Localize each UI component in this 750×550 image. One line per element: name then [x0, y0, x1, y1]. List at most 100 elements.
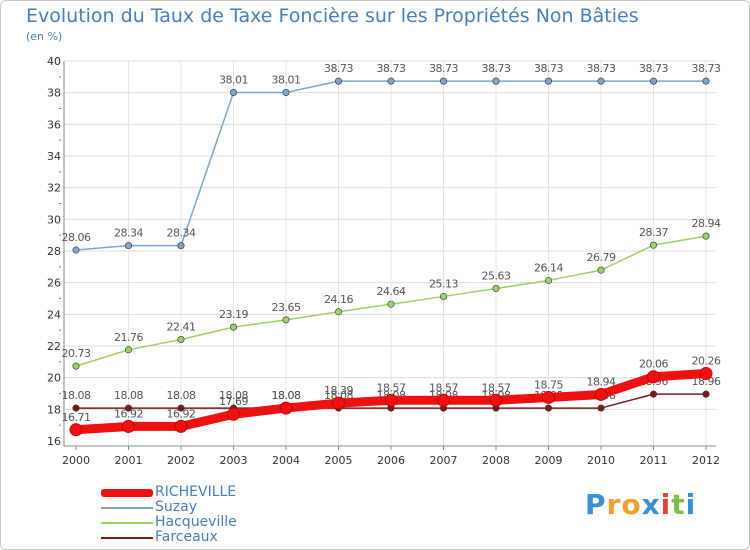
data-label-hacqueville: 28.37	[639, 226, 668, 239]
data-label-richeville: 18.39	[324, 384, 353, 397]
chart-subtitle: (en %)	[26, 30, 63, 43]
data-point-richeville	[174, 419, 188, 433]
data-label-hacqueville: 22.41	[167, 321, 196, 334]
x-tick-label: 2006	[377, 454, 405, 467]
data-label-suzay: 38.01	[272, 74, 301, 87]
data-point-richeville	[332, 396, 345, 410]
logo-letter: o	[621, 488, 642, 521]
x-tick-label: 2009	[535, 454, 563, 467]
logo-letter: r	[606, 488, 622, 521]
data-label-richeville: 18.75	[534, 378, 563, 391]
data-point-suzay	[387, 77, 395, 85]
data-point-hacqueville	[439, 292, 447, 300]
logo-letter: x	[641, 488, 661, 521]
data-label-farceaux: 18.08	[167, 389, 196, 402]
chart-title: Evolution du Taux de Taxe Foncière sur l…	[26, 5, 639, 27]
data-point-richeville	[437, 393, 450, 407]
y-tick-label: 40	[47, 55, 61, 68]
data-point-richeville	[489, 393, 503, 407]
data-label-suzay: 28.06	[62, 231, 91, 244]
proxiti-logo: Proxiti	[585, 488, 696, 521]
data-label-hacqueville: 25.13	[429, 277, 458, 290]
data-label-hacqueville: 28.94	[692, 217, 721, 230]
data-point-suzay	[282, 89, 290, 97]
data-point-richeville	[594, 387, 608, 401]
data-label-suzay: 38.73	[324, 62, 353, 75]
data-label-richeville: 20.26	[692, 355, 721, 368]
data-label-suzay: 38.73	[534, 62, 563, 75]
data-label-hacqueville: 26.14	[534, 261, 563, 274]
data-point-hacqueville	[649, 241, 657, 249]
y-tick-label: 30	[47, 213, 61, 226]
data-label-hacqueville: 20.73	[62, 347, 91, 360]
x-tick-label: 2008	[482, 454, 510, 467]
data-label-suzay: 38.73	[429, 62, 458, 75]
data-label-richeville: 16.92	[167, 407, 196, 420]
legend-swatch-hacqueville	[101, 522, 153, 524]
data-label-farceaux: 18.08	[62, 389, 91, 402]
logo-letter: t	[671, 488, 686, 521]
data-point-richeville	[122, 419, 135, 433]
data-label-richeville: 16.71	[62, 411, 91, 424]
legend-label-suzay: Suzay	[155, 499, 197, 515]
y-tick-label: 24	[47, 308, 61, 321]
data-point-richeville	[227, 407, 240, 421]
data-label-richeville: 20.06	[639, 358, 668, 371]
data-point-richeville	[69, 423, 83, 437]
data-point-hacqueville	[597, 266, 605, 274]
data-point-farceaux	[544, 404, 552, 412]
data-point-farceaux	[125, 404, 133, 412]
x-tick-label: 2010	[587, 454, 615, 467]
logo-letter: P	[585, 488, 607, 521]
data-point-richeville	[279, 401, 293, 415]
x-tick-label: 2012	[692, 454, 720, 467]
data-label-hacqueville: 23.19	[219, 308, 248, 321]
x-tick-label: 2007	[430, 454, 458, 467]
data-label-suzay: 38.73	[692, 62, 721, 75]
y-tick-label: 20	[47, 372, 61, 385]
data-label-richeville: 18.57	[429, 381, 458, 394]
data-point-farceaux	[597, 404, 605, 412]
y-tick-label: 22	[47, 340, 61, 353]
x-tick-label: 2005	[325, 454, 353, 467]
data-label-richeville: 18.94	[587, 375, 616, 388]
data-point-richeville	[647, 370, 660, 384]
legend-label-hacqueville: Hacqueville	[155, 514, 237, 530]
y-tick-label: 28	[47, 245, 61, 258]
data-point-suzay	[125, 242, 133, 250]
x-tick-label: 2004	[272, 454, 300, 467]
data-point-farceaux	[177, 404, 185, 412]
data-point-hacqueville	[72, 362, 80, 370]
data-point-hacqueville	[282, 316, 290, 324]
data-point-suzay	[439, 77, 447, 85]
data-label-suzay: 28.34	[114, 227, 143, 240]
data-label-richeville: 16.92	[114, 407, 143, 420]
data-label-richeville: 18.08	[272, 389, 301, 402]
y-tick-label: 18	[47, 403, 61, 416]
data-label-farceaux: 18.08	[272, 389, 301, 402]
data-point-suzay	[702, 77, 710, 85]
data-point-suzay	[597, 77, 605, 85]
legend-swatch-farceaux	[101, 537, 153, 539]
legend-swatch-suzay	[101, 507, 153, 509]
data-label-suzay: 28.34	[167, 227, 196, 240]
data-label-hacqueville: 23.65	[272, 301, 301, 314]
x-tick-label: 2011	[640, 454, 668, 467]
data-label-richeville: 17.69	[219, 395, 248, 408]
data-point-farceaux	[702, 390, 710, 398]
legend-label-richeville: RICHEVILLE	[155, 484, 237, 500]
data-label-suzay: 38.73	[377, 62, 406, 75]
x-tick-label: 2002	[167, 454, 195, 467]
legend-swatch-richeville	[101, 489, 153, 497]
data-point-suzay	[72, 246, 80, 254]
y-tick-label: 26	[47, 277, 61, 290]
y-tick-label: 38	[47, 87, 61, 100]
data-point-suzay	[334, 77, 342, 85]
data-point-richeville	[699, 367, 713, 381]
data-label-farceaux: 18.08	[219, 389, 248, 402]
data-point-suzay	[544, 77, 552, 85]
data-label-suzay: 38.73	[587, 62, 616, 75]
data-point-hacqueville	[230, 323, 238, 331]
data-label-hacqueville: 24.16	[324, 293, 353, 306]
